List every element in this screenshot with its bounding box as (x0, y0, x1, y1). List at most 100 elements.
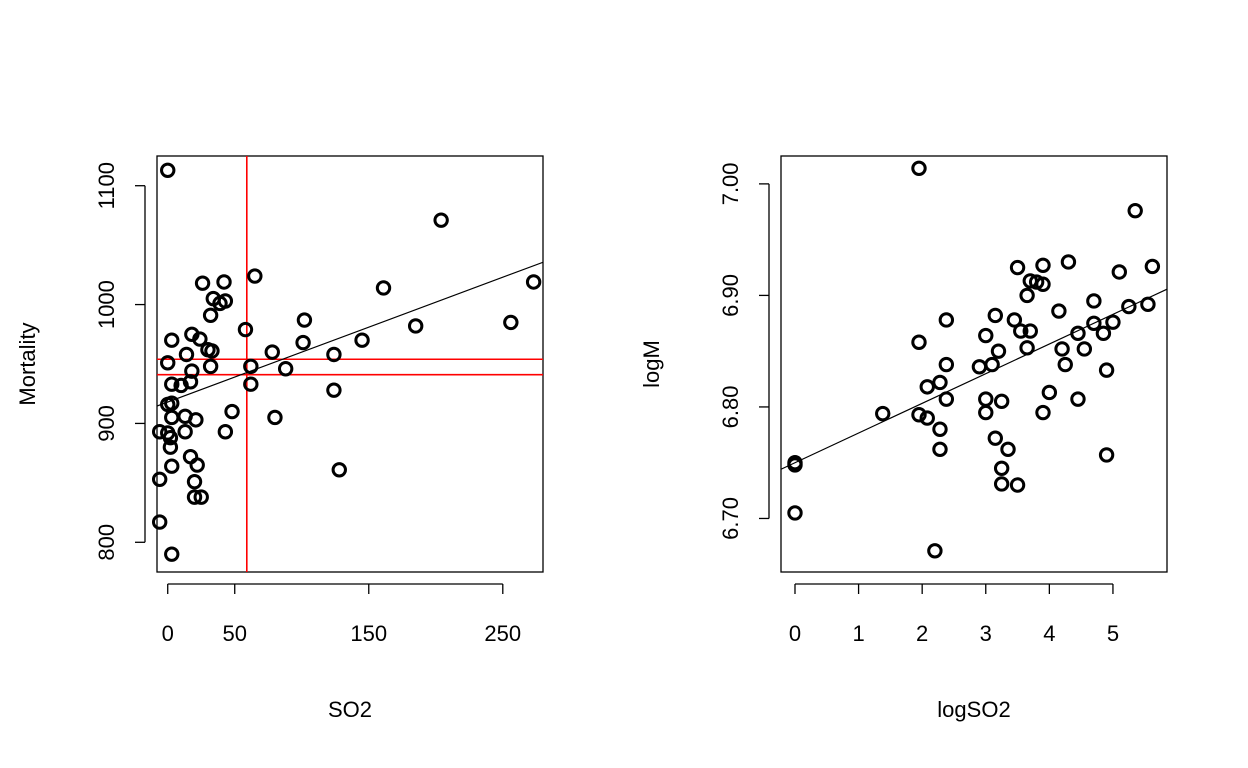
data-point (1022, 323, 1038, 339)
data-point (1105, 314, 1121, 330)
fit-line (781, 288, 1167, 470)
data-point (978, 404, 994, 421)
data-point (193, 489, 209, 505)
data-point (164, 458, 180, 474)
data-point (295, 334, 311, 351)
data-point (1035, 276, 1051, 292)
x-axis: 0 1 2 3 4 5 (789, 583, 1119, 646)
data-point (186, 489, 203, 505)
data-point (932, 374, 948, 391)
x-tick-label: 3 (980, 621, 992, 646)
data-point (151, 514, 168, 530)
data-point (326, 382, 342, 398)
data-point (224, 403, 240, 420)
y-tick-label: 1000 (94, 280, 119, 329)
data-points (787, 160, 1161, 559)
data-point (919, 410, 935, 426)
data-point (984, 356, 1000, 373)
data-point (1013, 323, 1029, 339)
data-point (177, 424, 193, 440)
data-point (237, 321, 254, 338)
x-tick-label: 250 (484, 621, 521, 646)
data-point (184, 363, 200, 379)
data-point (162, 439, 179, 455)
data-point (1070, 325, 1086, 342)
reference-lines (157, 156, 543, 572)
data-point (331, 462, 347, 478)
data-point (164, 546, 180, 562)
data-point (160, 355, 176, 371)
data-point (188, 412, 204, 428)
data-point (1070, 391, 1086, 407)
x-axis-label: logSO2 (937, 697, 1010, 722)
data-point (1121, 298, 1137, 315)
data-point (202, 358, 219, 375)
x-tick-label: 2 (916, 621, 928, 646)
data-point (1006, 312, 1023, 328)
data-points (151, 162, 542, 562)
data-point (1086, 315, 1102, 331)
data-point (162, 429, 179, 446)
data-point (216, 274, 232, 290)
y-tick-label: 6.80 (718, 386, 743, 429)
data-point (911, 160, 927, 176)
data-point (326, 346, 342, 363)
plot-frame (780, 155, 1168, 573)
data-point (202, 307, 219, 323)
data-point (160, 162, 176, 178)
scatter-panel-so2-mortality: 0 50 150 250 800 900 1000 1100 SO2 Mortality (15, 155, 544, 722)
data-point (1035, 404, 1051, 421)
x-tick-label: 0 (162, 621, 174, 646)
data-point (164, 332, 180, 348)
data-point (911, 334, 927, 350)
data-point (247, 268, 263, 284)
x-tick-label: 1 (852, 621, 864, 646)
data-point (1041, 384, 1058, 401)
x-tick-label: 0 (789, 621, 801, 646)
y-tick-label: 6.70 (718, 497, 743, 540)
data-point (182, 374, 199, 390)
x-axis: 0 50 150 250 (162, 583, 521, 646)
data-point (1098, 447, 1115, 463)
fit-line-group (781, 288, 1167, 470)
data-point (375, 280, 392, 296)
data-point (217, 293, 234, 309)
data-point (1009, 477, 1026, 493)
y-axis-label: Mortality (15, 322, 40, 405)
data-point (993, 393, 1010, 410)
y-tick-label: 1100 (94, 162, 119, 209)
x-tick-label: 150 (350, 621, 387, 646)
fit-line (157, 261, 543, 407)
data-point (1076, 341, 1093, 357)
data-point (1098, 362, 1115, 378)
data-point (433, 212, 449, 228)
x-tick-label: 4 (1043, 621, 1055, 646)
data-point (503, 314, 519, 331)
x-tick-label: 5 (1107, 621, 1119, 646)
data-point (1051, 303, 1067, 319)
y-tick-label: 7.00 (718, 162, 743, 205)
data-point (194, 275, 211, 291)
data-point (1095, 325, 1112, 342)
data-point (875, 405, 891, 422)
data-point (1054, 341, 1070, 357)
data-point (1111, 264, 1128, 280)
data-point (192, 331, 208, 347)
data-point (151, 471, 168, 487)
data-point (354, 332, 370, 348)
data-point (927, 543, 943, 559)
data-point (932, 421, 948, 437)
y-axis: 6.70 6.80 6.90 7.00 (718, 162, 770, 540)
data-point (1009, 259, 1026, 276)
data-point (164, 376, 180, 392)
data-point (277, 361, 294, 377)
data-point (1019, 287, 1035, 304)
y-axis: 800 900 1000 1100 (94, 162, 146, 561)
data-point (267, 409, 283, 426)
data-point (993, 460, 1010, 476)
y-axis-label: logM (639, 340, 664, 388)
data-point (243, 358, 259, 375)
data-point (189, 457, 205, 473)
